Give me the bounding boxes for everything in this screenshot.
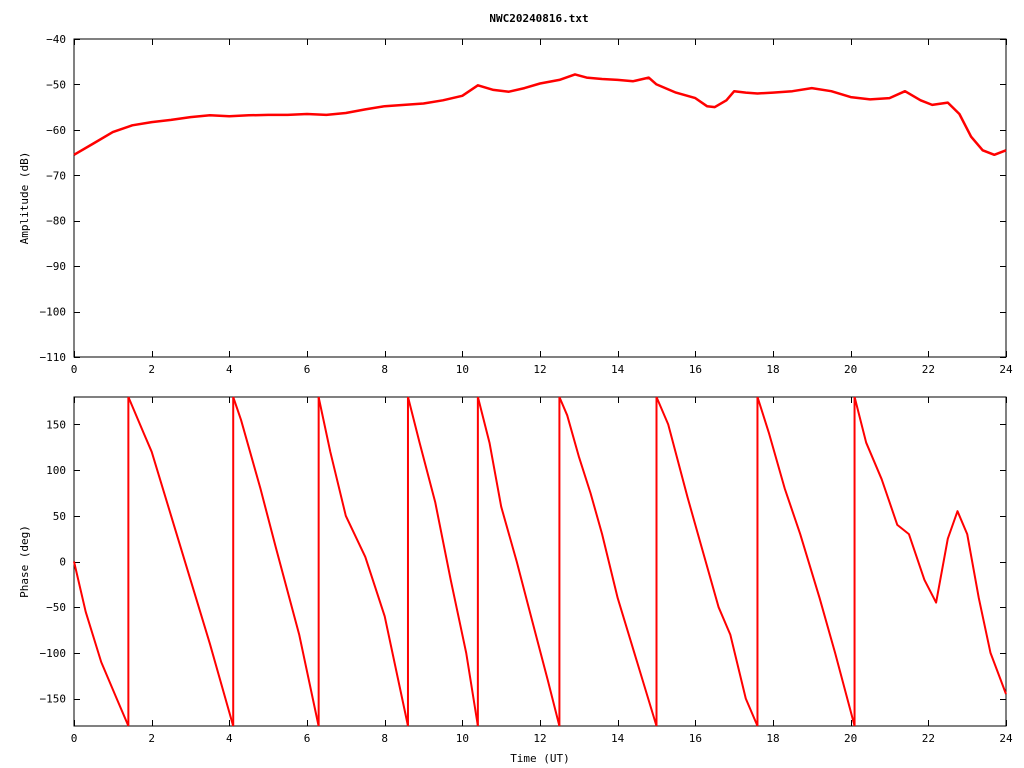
y-tick-label: −90 bbox=[46, 260, 66, 273]
x-tick-label: 14 bbox=[611, 732, 625, 745]
phase-series-segment bbox=[655, 396, 759, 727]
x-tick-label: 24 bbox=[999, 732, 1013, 745]
y-tick-label: 50 bbox=[53, 510, 66, 523]
x-tick-label: 18 bbox=[766, 363, 779, 376]
y-tick-label: −80 bbox=[46, 215, 66, 228]
x-tick-label: 20 bbox=[844, 363, 857, 376]
x-tick-label: 12 bbox=[533, 732, 546, 745]
x-tick-label: 0 bbox=[71, 363, 78, 376]
y-tick-label: −70 bbox=[46, 169, 66, 182]
y-tick-label: −110 bbox=[40, 351, 67, 364]
x-tick-label: 10 bbox=[456, 732, 469, 745]
phase-series-segment bbox=[73, 561, 130, 727]
x-tick-label: 8 bbox=[381, 363, 388, 376]
x-tick-label: 22 bbox=[922, 363, 935, 376]
x-tick-label: 16 bbox=[689, 732, 702, 745]
y-tick-label: 0 bbox=[59, 556, 66, 569]
y-tick-label: −50 bbox=[46, 78, 66, 91]
x-tick-label: 4 bbox=[226, 363, 233, 376]
phase-series-segment bbox=[476, 396, 561, 727]
plot-frame bbox=[73, 396, 1007, 727]
x-tick-label: 6 bbox=[304, 363, 311, 376]
amplitude-series-line bbox=[73, 73, 1007, 157]
x-tick-label: 12 bbox=[533, 363, 546, 376]
chart-title: NWC20240816.txt bbox=[489, 12, 588, 25]
plot-frame bbox=[73, 38, 1007, 358]
y-tick-label: −100 bbox=[40, 306, 67, 319]
x-tick-label: 18 bbox=[766, 732, 779, 745]
y-tick-label: 100 bbox=[46, 464, 66, 477]
x-tick-label: 20 bbox=[844, 732, 857, 745]
phase-series-segment bbox=[317, 396, 409, 727]
x-tick-label: 24 bbox=[999, 363, 1013, 376]
phase-series-segment bbox=[756, 396, 856, 727]
x-tick-label: 8 bbox=[381, 732, 388, 745]
phase-panel: 0 2 4 6 8 10 12 14 16 18 20 22 24−150−100−5005010015… bbox=[18, 396, 1013, 765]
phase-series-segment bbox=[127, 396, 235, 727]
x-tick-label: 4 bbox=[226, 732, 233, 745]
y-tick-label: −60 bbox=[46, 124, 66, 137]
y-tick-label: −50 bbox=[46, 601, 66, 614]
phase-series-segment bbox=[853, 396, 1007, 695]
x-tick-label: 10 bbox=[456, 363, 469, 376]
y-axis-label: Phase (deg) bbox=[18, 525, 31, 598]
y-tick-label: 150 bbox=[46, 418, 66, 431]
x-tick-label: 0 bbox=[71, 732, 78, 745]
amplitude-panel: 0 2 4 6 8 10 12 14 16 18 20 22 24−110−100−90−80−70−6… bbox=[18, 33, 1013, 376]
x-tick-label: 22 bbox=[922, 732, 935, 745]
x-tick-label: 2 bbox=[148, 363, 155, 376]
phase-series-segment bbox=[558, 396, 658, 727]
y-tick-label: −100 bbox=[40, 647, 67, 660]
x-tick-label: 6 bbox=[304, 732, 311, 745]
x-tick-label: 16 bbox=[689, 363, 702, 376]
x-tick-label: 2 bbox=[148, 732, 155, 745]
y-axis-label: Amplitude (dB) bbox=[18, 152, 31, 245]
phase-series-segment bbox=[407, 396, 479, 727]
y-tick-label: −40 bbox=[46, 33, 66, 46]
x-tick-label: 14 bbox=[611, 363, 625, 376]
x-axis-label: Time (UT) bbox=[510, 752, 570, 765]
y-tick-label: −150 bbox=[40, 693, 67, 706]
phase-series-segment bbox=[232, 396, 320, 727]
